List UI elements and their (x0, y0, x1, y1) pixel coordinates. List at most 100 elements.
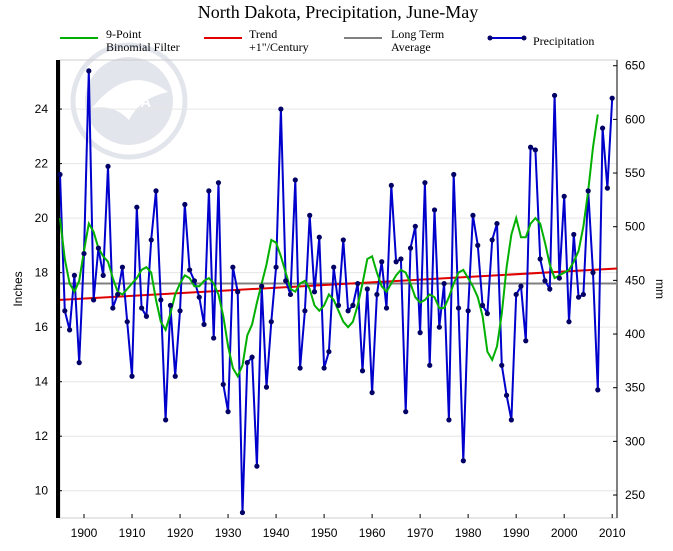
noaa-logo-disc (85, 57, 173, 145)
x-tick-label: 1940 (263, 526, 290, 540)
precipitation-point (369, 389, 375, 396)
precipitation-point (254, 463, 260, 469)
x-tick-label: 1980 (455, 526, 482, 540)
precipitation-point (100, 272, 106, 278)
precipitation-point (95, 245, 102, 251)
precipitation-point (331, 264, 337, 270)
precipitation-point (470, 212, 476, 218)
precipitation-point (259, 283, 265, 289)
precipitation-point (273, 264, 279, 270)
precipitation-point (537, 256, 543, 262)
y-right-tick-label: 250 (625, 488, 645, 502)
precipitation-point (191, 278, 198, 284)
precipitation-point (143, 313, 150, 319)
y-axis-right-ticks: 250 300 350 400 450 500 550 600 650 (613, 59, 645, 502)
y-axis-left-ticks: 10 12 14 16 18 20 22 24 (35, 102, 62, 498)
precipitation-point (499, 362, 505, 368)
precipitation-point (287, 291, 294, 298)
y-left-tick-label: 12 (35, 429, 49, 443)
precipitation-point (609, 95, 615, 101)
legend-marker-end (521, 35, 527, 41)
precipitation-point (62, 308, 68, 314)
precipitation-point (139, 305, 145, 311)
y-right-tick-label: 550 (625, 166, 645, 180)
precipitation-point (532, 147, 538, 153)
precipitation-point (134, 204, 140, 210)
precipitation-point (115, 291, 121, 298)
precipitation-point (71, 272, 78, 278)
precipitation-point (527, 144, 534, 150)
precipitation-point (215, 180, 222, 186)
precipitation-point (239, 509, 246, 516)
precipitation-point (225, 409, 231, 415)
precipitation-point (335, 302, 342, 308)
precipitation-point (422, 180, 428, 186)
precipitation-point (187, 267, 193, 273)
precipitation-point (503, 392, 510, 398)
precipitation-point (307, 212, 313, 218)
precipitation-point (345, 308, 351, 314)
precipitation-point (407, 245, 414, 251)
precipitation-point (489, 237, 495, 243)
precipitation-point (518, 283, 524, 289)
precipitation-point (566, 319, 572, 325)
y-right-tick-label: 300 (625, 434, 645, 448)
precipitation-point (355, 280, 361, 287)
precipitation-point (388, 182, 394, 189)
y-left-tick-label: 24 (35, 102, 49, 116)
legend-label-filter-line1: 9-Point (106, 27, 142, 41)
precipitation-point (220, 381, 226, 388)
chart-title: North Dakota, Precipitation, June-May (198, 2, 478, 22)
y-left-tick-label: 10 (35, 484, 49, 498)
precipitation-point (129, 373, 135, 379)
precipitation-point (590, 270, 596, 276)
precipitation-point (513, 291, 519, 298)
precipitation-point (383, 305, 390, 311)
precipitation-point (551, 92, 558, 99)
x-axis-ticks: 1900 1910 1920 1930 1940 1950 1960 1970 1980 1990… (71, 514, 626, 540)
precipitation-point (417, 330, 423, 336)
y-left-tick-label: 18 (35, 266, 49, 280)
precipitation-point (441, 280, 447, 287)
precipitation-points (57, 68, 615, 516)
y-left-tick-label: 16 (35, 320, 49, 334)
precipitation-point (508, 417, 514, 423)
precipitation-point (211, 335, 217, 341)
precipitation-point (311, 289, 318, 295)
precipitation-point (235, 289, 241, 295)
precipitation-point (494, 220, 500, 227)
y-left-tick-label: 22 (35, 157, 49, 171)
precipitation-point (403, 409, 409, 415)
precipitation-point (196, 294, 202, 300)
precipitation-point (302, 308, 308, 314)
y-right-tick-label: 600 (625, 112, 645, 126)
precipitation-point (105, 163, 111, 169)
precipitation-point (249, 354, 255, 360)
precipitation-point (479, 302, 486, 308)
precipitation-point (206, 188, 212, 194)
precipitation-point (455, 305, 462, 311)
precipitation-point (398, 256, 404, 262)
x-tick-label: 1970 (407, 526, 434, 540)
x-tick-label: 1900 (71, 526, 98, 540)
noaa-logo: NOAA (70, 42, 188, 160)
legend-label-precipitation: Precipitation (533, 34, 594, 48)
precipitation-point (172, 373, 178, 379)
legend-item-filter: 9-Point Binomial Filter (60, 27, 180, 54)
x-tick-label: 1930 (215, 526, 242, 540)
precipitation-point (436, 324, 442, 330)
precipitation-point (268, 319, 274, 325)
precipitation-point (475, 242, 481, 248)
precipitation-point (599, 125, 606, 131)
precipitation-point (595, 387, 601, 393)
y-right-tick-label: 350 (625, 381, 645, 395)
y-right-tick-label: 650 (625, 59, 645, 73)
precipitation-point (167, 302, 174, 308)
y-right-tick-label: 450 (625, 273, 645, 287)
precipitation-point (278, 106, 284, 112)
y-right-tick-label: 400 (625, 327, 645, 341)
precipitation-point (283, 278, 289, 284)
precipitation-point (297, 365, 303, 371)
precipitation-point (119, 264, 126, 270)
